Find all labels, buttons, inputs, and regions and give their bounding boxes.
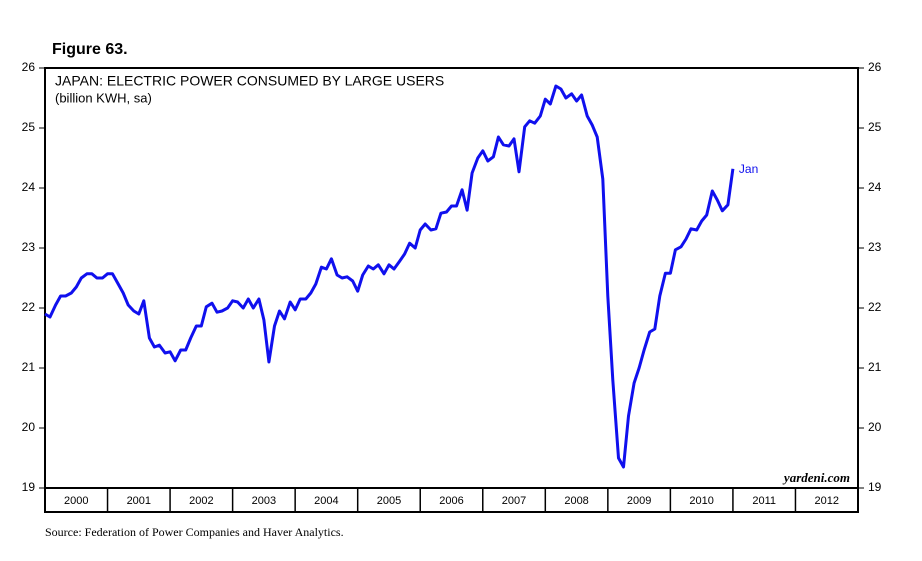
x-tick-label: 2009	[627, 495, 651, 507]
source-note: Source: Federation of Power Companies an…	[45, 525, 344, 539]
y2-tick-label: 21	[868, 360, 882, 374]
y-tick-label: 24	[22, 180, 36, 194]
watermark: yardeni.com	[782, 470, 850, 485]
data-line	[44, 84, 735, 469]
y2-tick-label: 20	[868, 420, 882, 434]
x-tick-label: 2006	[439, 495, 463, 507]
y-tick-label: 19	[22, 480, 36, 494]
x-tick-label: 2002	[189, 495, 213, 507]
y2-tick-label: 24	[868, 180, 882, 194]
chart-subtitle: (billion KWH, sa)	[55, 90, 152, 105]
x-tick-label: 2001	[127, 495, 151, 507]
figure-label: Figure 63.	[52, 41, 128, 58]
x-tick-label: 2003	[252, 495, 276, 507]
plot-frame	[44, 67, 859, 489]
chart-title: JAPAN: ELECTRIC POWER CONSUMED BY LARGE …	[55, 73, 444, 89]
x-tick-label: 2012	[814, 495, 838, 507]
x-tick-label: 2011	[752, 495, 776, 507]
x-tick-label: 2008	[564, 495, 588, 507]
y2-tick-label: 22	[868, 300, 882, 314]
y2-tick-label: 23	[868, 240, 882, 254]
y-tick-label: 22	[22, 300, 36, 314]
x-tick-label: 2000	[64, 495, 88, 507]
x-tick-label: 2007	[502, 495, 526, 507]
y2-tick-label: 19	[868, 480, 882, 494]
x-tick-label: 2010	[689, 495, 713, 507]
y-tick-label: 20	[22, 420, 36, 434]
y2-tick-label: 26	[868, 60, 882, 74]
y-tick-label: 26	[22, 60, 36, 74]
y2-tick-label: 25	[868, 120, 882, 134]
y-tick-label: 25	[22, 120, 36, 134]
x-tick-label: 2004	[314, 495, 338, 507]
y-tick-label: 21	[22, 360, 36, 374]
x-tick-label: 2005	[377, 495, 401, 507]
end-annotation: Jan	[739, 162, 758, 176]
y-tick-label: 23	[22, 240, 36, 254]
